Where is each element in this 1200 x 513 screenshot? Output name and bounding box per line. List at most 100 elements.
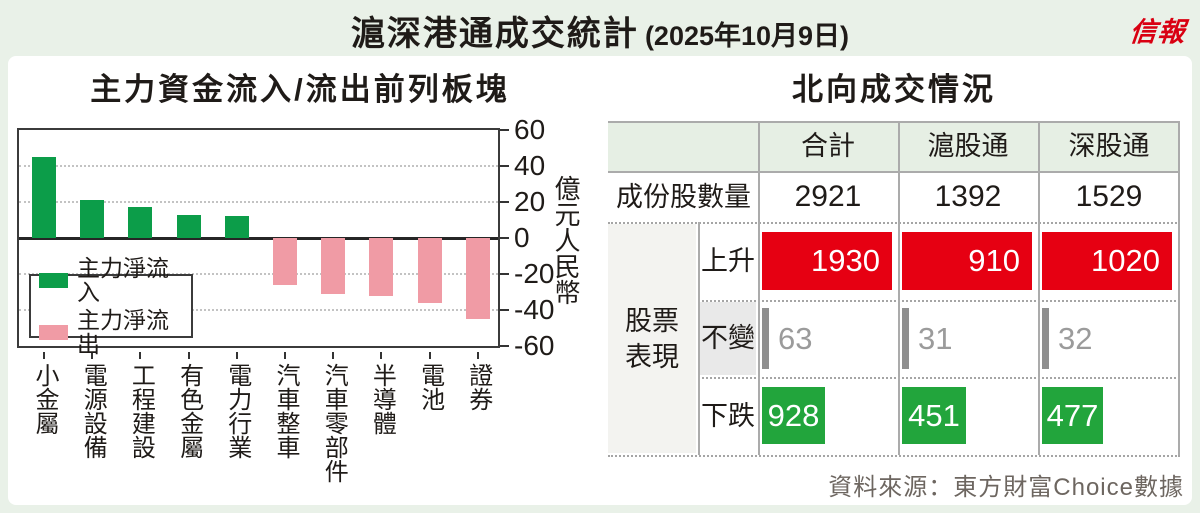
row-separator: [698, 377, 1180, 379]
outflow-bar: [369, 238, 394, 296]
page-title: 滬深港通成交統計 (2025年10月9日): [0, 6, 1200, 55]
column-border: [898, 121, 900, 455]
unchanged-count-bar: [902, 308, 909, 369]
constituents-row-label: 成份股數量: [616, 182, 751, 212]
x-axis-tick: [235, 352, 238, 359]
gridline: [19, 201, 498, 203]
down-count-bar: 477: [1042, 387, 1103, 444]
x-axis-tick: [91, 352, 94, 359]
x-axis-tick: [139, 352, 142, 359]
up-count-bar: 1020: [1042, 232, 1172, 290]
x-axis-tick: [476, 352, 479, 359]
table-title: 北向成交情況: [792, 72, 996, 107]
row-separator: [608, 222, 1180, 224]
outflow-bar: [465, 238, 490, 319]
constituents-shenzhen: 1529: [1075, 180, 1143, 213]
unchanged-count-value: 63: [778, 321, 813, 356]
zero-axis-line: [19, 237, 498, 240]
column-header-shenzhen-connect: 深股通: [1068, 131, 1150, 161]
y-axis-tick: [500, 345, 509, 347]
x-category-label: 電力行業: [223, 363, 251, 459]
table-header-border: [608, 171, 1180, 173]
row-label-up: 上升: [701, 246, 755, 276]
x-axis-tick: [332, 352, 335, 359]
unchanged-label-background: [700, 302, 756, 375]
y-axis-tick: [500, 273, 509, 275]
y-tick-label: 20: [514, 186, 546, 217]
x-category-label: 電池: [416, 363, 444, 411]
row-label-down: 下跌: [701, 401, 755, 431]
y-tick-label: 40: [514, 150, 546, 181]
unchanged-count-bar: [762, 308, 769, 369]
up-count-bar: 1930: [762, 232, 892, 290]
y-tick-label: 0: [514, 222, 530, 253]
row-label-unchanged: 不變: [701, 323, 755, 353]
y-tick-label: 60: [514, 114, 546, 145]
hkej-logo: 信報: [1128, 17, 1188, 48]
unchanged-count-value: 31: [918, 321, 953, 356]
outflow-swatch: [39, 324, 68, 340]
x-category-label: 電源設備: [79, 363, 107, 459]
table-right-border: [1178, 121, 1180, 455]
x-category-label: 半導體: [368, 363, 396, 435]
y-axis-tick: [500, 237, 509, 239]
column-header-total: 合計: [801, 131, 855, 161]
inflow-bar: [128, 207, 153, 238]
down-count-bar: 928: [762, 387, 825, 444]
data-source-note: 資料來源：東方財富Choice數據: [828, 474, 1184, 501]
page-title-text: 滬深港通成交統計: [350, 15, 639, 53]
outflow-legend-label: 主力淨流出: [77, 307, 169, 357]
outflow-bar: [417, 238, 442, 303]
constituents-shanghai: 1392: [934, 180, 1002, 213]
inflow-bar: [176, 214, 201, 238]
outflow-bar: [273, 238, 297, 285]
sub-column-border: [698, 222, 700, 455]
x-category-label: 小金屬: [31, 363, 58, 435]
x-axis-tick: [284, 352, 286, 359]
inflow-bar: [224, 216, 249, 238]
column-header-shanghai-connect: 滬股通: [927, 131, 1009, 161]
x-axis-tick: [428, 352, 431, 359]
x-axis-tick: [380, 352, 383, 359]
gridline: [19, 273, 498, 275]
unchanged-count-value: 32: [1058, 321, 1093, 356]
y-axis-tick: [500, 165, 509, 167]
inflow-legend-label: 主力淨流入: [77, 255, 169, 305]
y-tick-label: -40: [514, 294, 555, 325]
inflow-bar: [80, 200, 105, 238]
y-axis-tick: [500, 309, 509, 311]
inflow-bar: [32, 157, 56, 238]
column-border: [1038, 121, 1040, 455]
row-separator: [698, 300, 1180, 302]
performance-group-label: 股票 表現: [625, 305, 679, 372]
y-axis-tick: [500, 201, 509, 203]
chart-legend: 主力淨流入 主力淨流出: [29, 256, 193, 356]
bar-chart-title: 主力資金流入/流出前列板塊: [90, 72, 510, 107]
outflow-bar: [321, 238, 346, 294]
table-bottom-border: [608, 455, 1180, 457]
constituents-total: 2921: [794, 180, 862, 213]
table-top-border: [608, 121, 1180, 123]
legend-row-inflow: 主力淨流入: [39, 256, 183, 304]
x-category-label: 工程建設: [127, 363, 155, 459]
group-cell-background: [608, 224, 696, 453]
y-tick-label: -60: [514, 330, 555, 361]
x-category-label: 證券: [464, 363, 492, 411]
unchanged-count-bar: [1042, 308, 1049, 369]
x-category-label: 有色金屬: [175, 363, 203, 459]
table-header-background: [608, 123, 1180, 171]
legend-row-outflow: 主力淨流出: [39, 308, 183, 356]
x-axis-tick: [187, 352, 190, 359]
x-axis-tick: [43, 352, 45, 359]
x-category-label: 汽車零部件: [320, 363, 348, 483]
y-axis-unit-label: 億元人民幣: [551, 175, 581, 305]
x-category-label: 汽車整車: [272, 363, 299, 459]
down-count-bar: 451: [902, 387, 966, 444]
page-title-date: (2025年10月9日): [644, 21, 850, 51]
y-axis-tick: [500, 129, 509, 131]
inflow-swatch: [39, 272, 68, 288]
column-border: [758, 121, 760, 455]
gridline: [19, 309, 498, 311]
gridline: [19, 165, 498, 167]
